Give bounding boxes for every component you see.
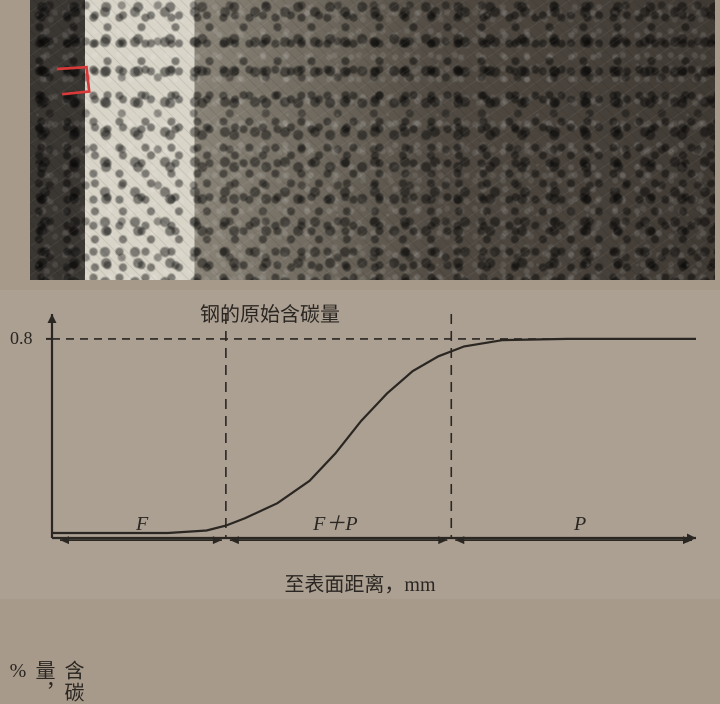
svg-text:F: F <box>135 513 149 535</box>
micrograph-image <box>30 0 715 280</box>
chart-plot-area: F F＋P P <box>42 308 702 556</box>
svg-text:F＋P: F＋P <box>312 513 357 535</box>
y-axis-label: 含碳量，% <box>6 660 87 704</box>
carbon-chart: 钢的原始含碳量 0.8 含碳量，% FF＋PP 至表面距离，mm <box>0 290 720 599</box>
x-axis-label: 至表面距离，mm <box>0 568 720 597</box>
ytick-0: 0.8 <box>10 328 33 349</box>
svg-text:P: P <box>573 513 586 535</box>
chart-svg: F F＋P P <box>42 308 702 556</box>
red-annotation-mark <box>55 60 100 105</box>
